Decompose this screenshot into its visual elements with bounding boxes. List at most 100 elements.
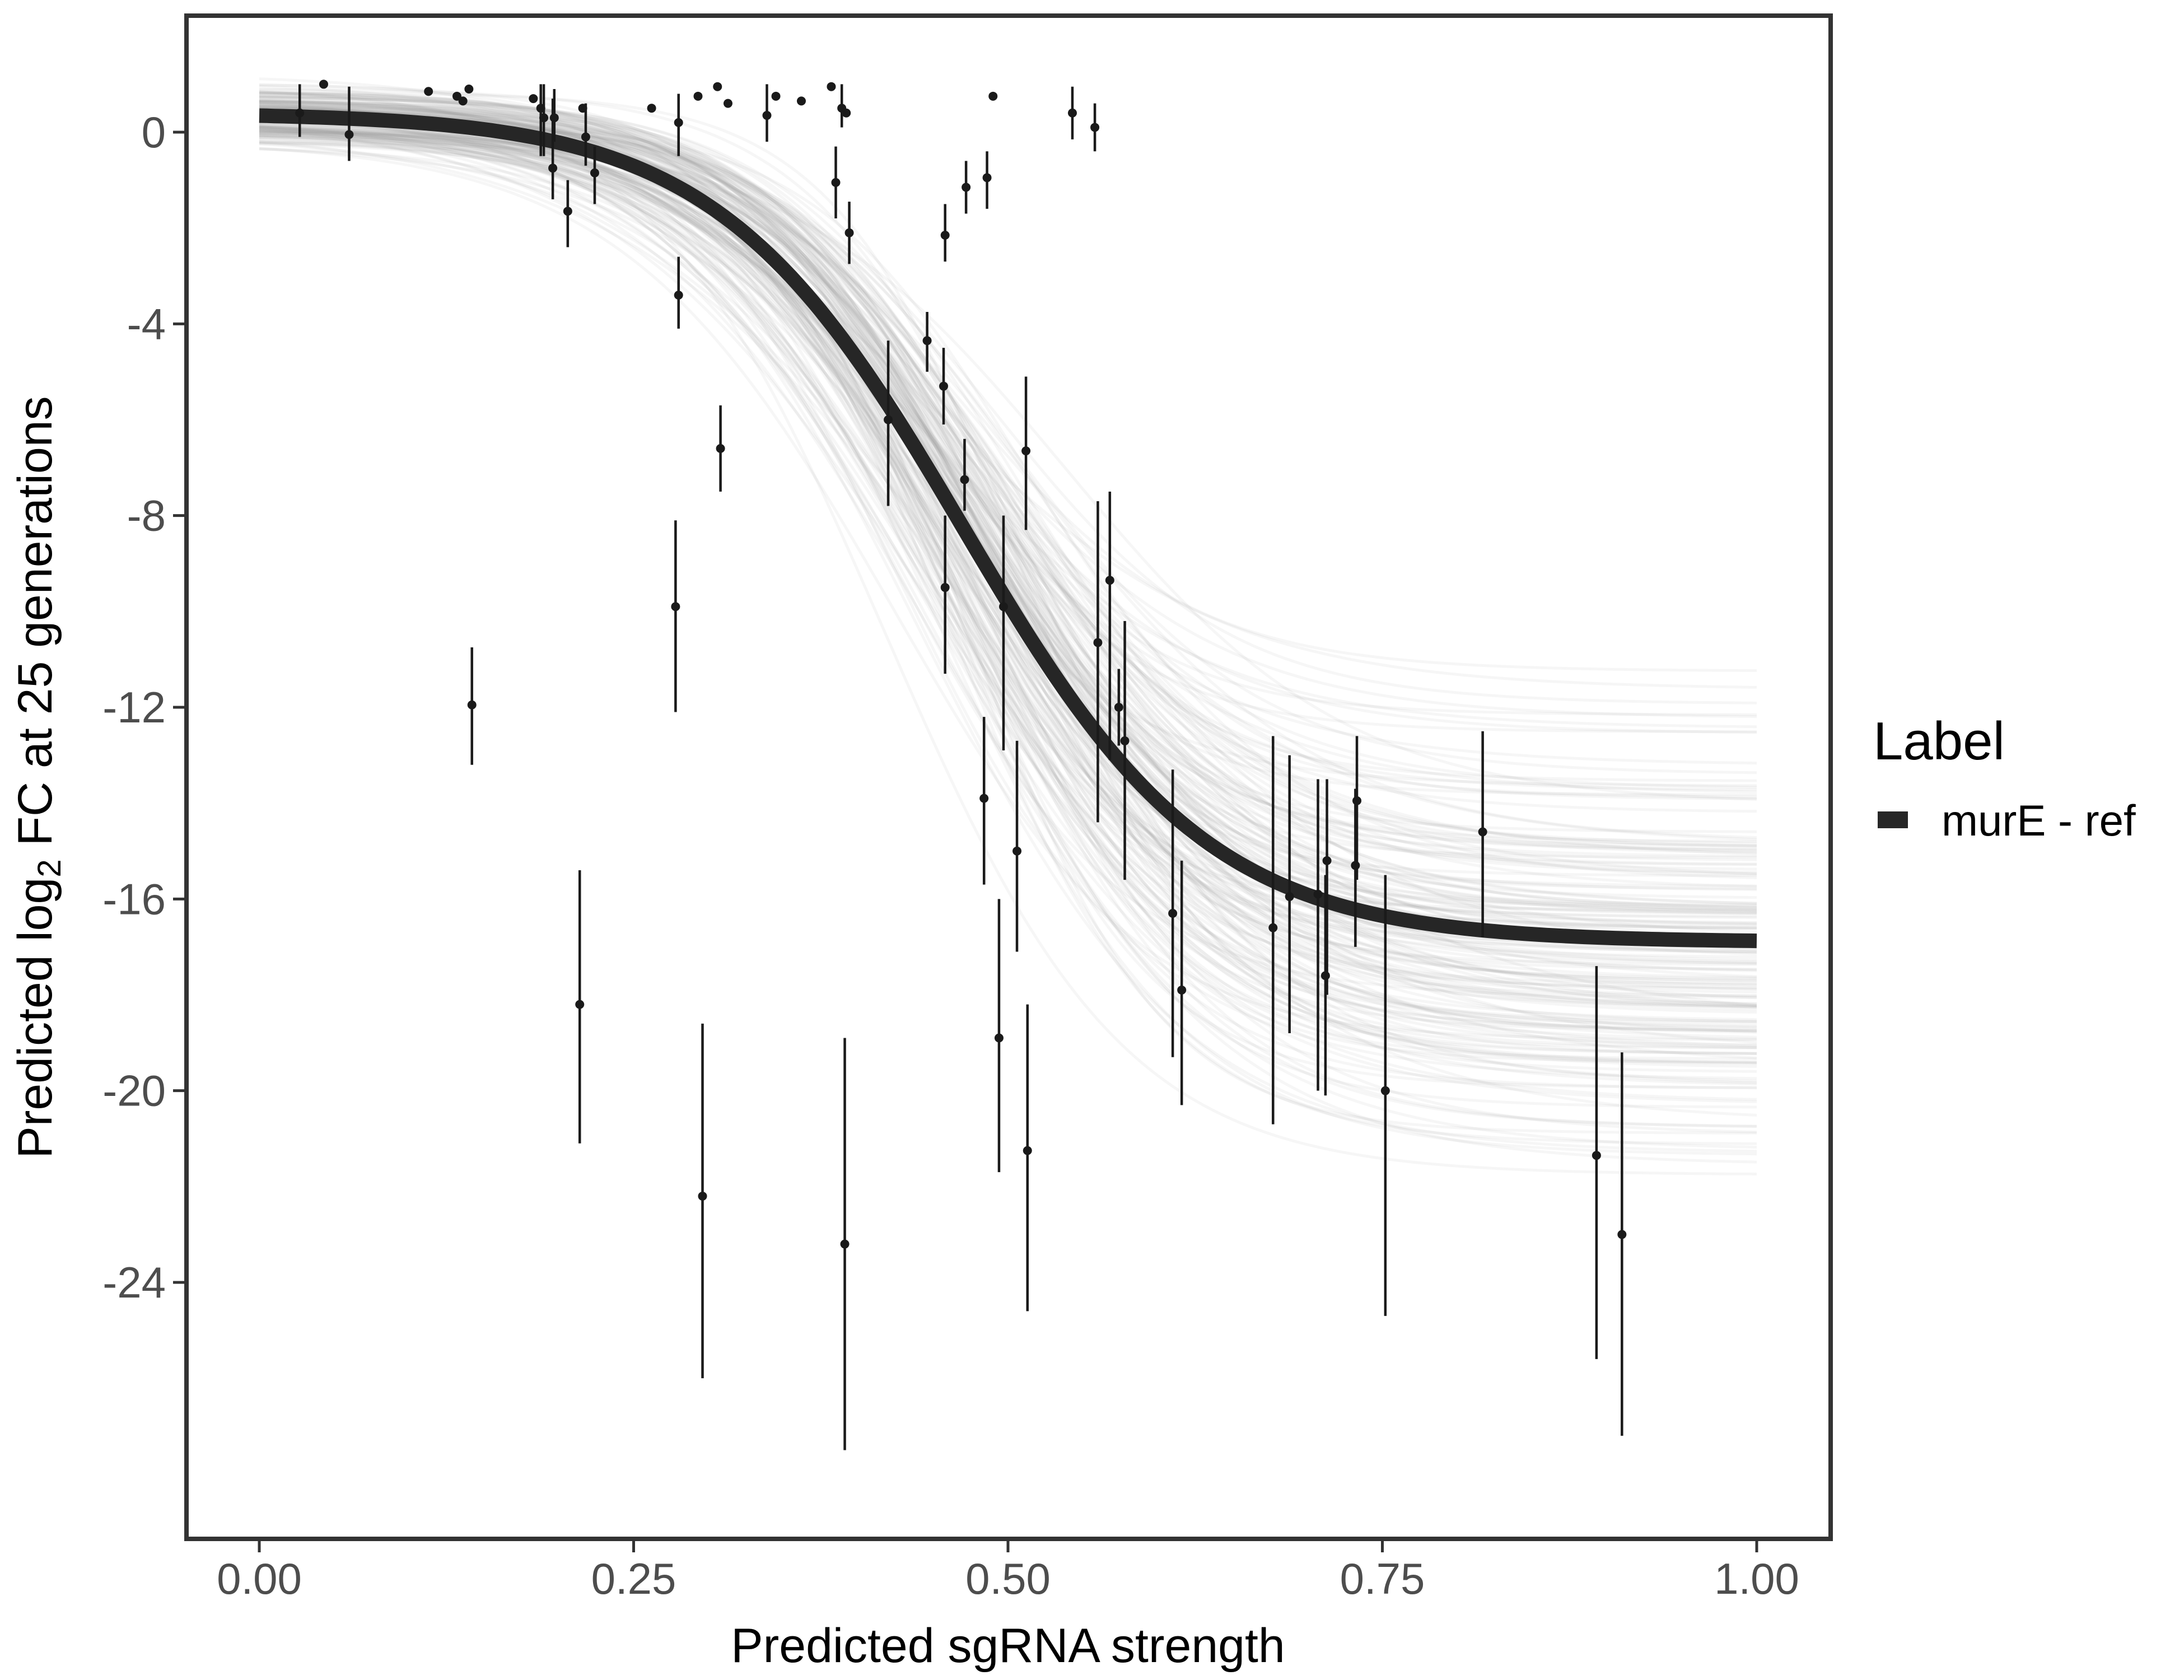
posterior-draw-line xyxy=(259,114,1757,1149)
posterior-draw-line xyxy=(259,134,1757,1034)
data-point xyxy=(1352,736,1362,880)
fit-curve-murE-ref xyxy=(259,108,1757,949)
posterior-draw-line xyxy=(259,93,1757,850)
posterior-draw-line xyxy=(259,115,1757,927)
data-point xyxy=(1313,779,1323,1091)
y-axis-title-prefix: Predicted log xyxy=(8,878,62,1159)
point-marker xyxy=(842,108,851,118)
posterior-draw-line xyxy=(259,129,1757,1086)
data-point xyxy=(998,515,1008,751)
point-marker xyxy=(452,91,461,101)
data-point xyxy=(979,717,989,885)
posterior-draw-line xyxy=(259,100,1757,905)
point-marker xyxy=(1352,796,1362,805)
data-point xyxy=(716,405,725,492)
data-point xyxy=(827,82,836,91)
data-point xyxy=(529,94,538,104)
plot-panel-border xyxy=(184,13,1833,1541)
posterior-draw-line xyxy=(259,147,1757,1080)
posterior-draw-line xyxy=(259,119,1757,924)
posterior-draw-line xyxy=(259,128,1757,1103)
posterior-draw-line xyxy=(259,129,1757,813)
posterior-draw-line xyxy=(259,136,1757,920)
legend: Label murE - ref xyxy=(1873,711,2136,845)
data-point xyxy=(693,91,703,101)
point-marker xyxy=(831,178,841,187)
posterior-draw-line xyxy=(259,131,1757,847)
posterior-draw-line xyxy=(259,133,1757,801)
point-marker xyxy=(962,183,971,192)
posterior-draw-line xyxy=(259,140,1757,1135)
data-point xyxy=(962,161,971,214)
posterior-draw-line xyxy=(259,134,1757,1027)
posterior-draw-line xyxy=(259,91,1757,966)
data-point xyxy=(994,899,1004,1173)
point-marker xyxy=(940,583,950,592)
data-point xyxy=(575,870,585,1144)
point-marker xyxy=(796,96,806,106)
posterior-draw-line xyxy=(259,127,1757,875)
posterior-draw-line xyxy=(259,134,1757,1029)
point-marker xyxy=(1380,1086,1390,1095)
point-marker xyxy=(716,444,725,453)
posterior-draw-line xyxy=(259,99,1757,833)
point-marker xyxy=(982,173,992,183)
data-point xyxy=(674,94,683,156)
y-tick-label: -20 xyxy=(102,1066,166,1116)
y-axis-title-subscript: 2 xyxy=(31,859,68,877)
data-point xyxy=(1322,779,1332,995)
posterior-draw-line xyxy=(259,133,1757,1084)
point-marker xyxy=(1617,1230,1627,1239)
point-marker xyxy=(529,94,538,104)
point-marker xyxy=(549,113,559,123)
data-point xyxy=(831,146,841,219)
point-marker xyxy=(1322,856,1332,865)
posterior-draw-line xyxy=(259,108,1757,789)
data-point xyxy=(464,84,474,94)
x-tick-label: 0.75 xyxy=(1340,1554,1425,1603)
posterior-draw-line xyxy=(259,104,1757,796)
posterior-draw-line xyxy=(259,96,1757,954)
posterior-draw-line xyxy=(259,122,1757,906)
data-point xyxy=(647,104,656,113)
posterior-draw-line xyxy=(259,125,1757,915)
posterior-draw-line xyxy=(259,107,1757,1049)
y-axis: 0 -4 -8 -12 -16 -20 -24 xyxy=(102,108,184,1307)
point-marker xyxy=(922,336,932,346)
posterior-draw-line xyxy=(259,99,1757,1065)
posterior-draw-line xyxy=(259,92,1757,1089)
data-point xyxy=(539,84,549,156)
point-marker xyxy=(1478,827,1487,837)
x-tick-label: 0.25 xyxy=(591,1554,676,1603)
posterior-draw-line xyxy=(259,113,1757,866)
y-tick-label: -8 xyxy=(127,491,166,540)
posterior-draw-line xyxy=(259,95,1757,931)
data-point xyxy=(982,151,992,209)
point-marker xyxy=(458,96,468,106)
y-tick-label: 0 xyxy=(142,108,166,157)
posterior-draw-line xyxy=(259,109,1757,907)
posterior-draw-line xyxy=(259,110,1757,1101)
x-tick-label: 0.50 xyxy=(965,1554,1051,1603)
posterior-draw-line xyxy=(259,118,1757,855)
point-marker xyxy=(1021,446,1031,456)
posterior-draw-line xyxy=(259,102,1757,930)
point-marker xyxy=(581,132,590,142)
posterior-draw-line xyxy=(259,128,1757,1047)
point-marker xyxy=(647,104,656,113)
point-marker xyxy=(1168,909,1178,918)
point-marker xyxy=(1012,846,1022,856)
posterior-draw-line xyxy=(259,127,1757,925)
data-point xyxy=(590,146,599,204)
data-point xyxy=(674,256,683,329)
posterior-draw-line xyxy=(259,83,1757,1030)
point-marker xyxy=(827,82,836,91)
posterior-draw-line xyxy=(259,137,1757,971)
data-point xyxy=(884,340,893,506)
data-point xyxy=(424,87,433,96)
point-marker xyxy=(979,794,989,803)
data-point xyxy=(1592,966,1601,1359)
posterior-draw-line xyxy=(259,105,1757,734)
x-tick-label: 0.00 xyxy=(217,1554,302,1603)
